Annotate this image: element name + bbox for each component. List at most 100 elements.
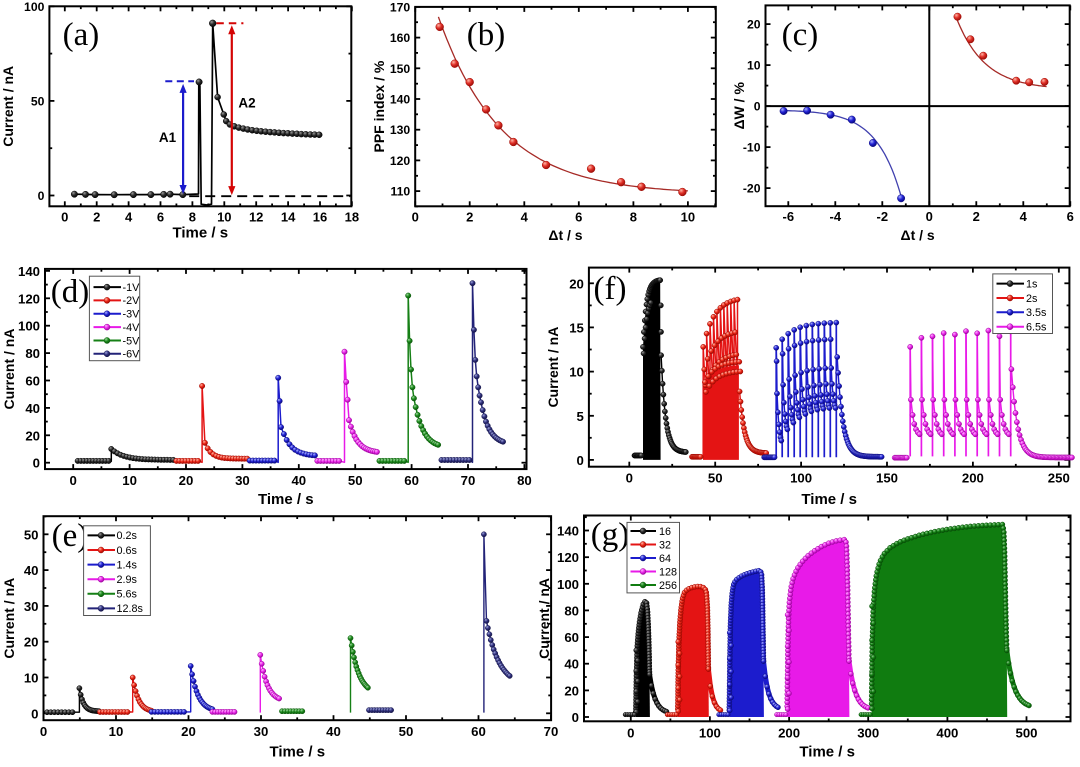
svg-text:40: 40 — [291, 473, 306, 488]
svg-text:10: 10 — [681, 209, 695, 224]
svg-text:(b): (b) — [467, 17, 505, 53]
svg-text:170: 170 — [390, 0, 411, 14]
svg-text:-6: -6 — [783, 209, 795, 224]
svg-text:0: 0 — [33, 456, 40, 471]
svg-text:100: 100 — [790, 471, 812, 486]
svg-text:Time / s: Time / s — [173, 225, 229, 242]
svg-text:120: 120 — [557, 550, 579, 565]
svg-text:16: 16 — [313, 209, 327, 224]
svg-text:6.5s: 6.5s — [1026, 322, 1047, 334]
svg-text:140: 140 — [18, 264, 40, 279]
svg-text:8: 8 — [630, 209, 637, 224]
svg-text:20: 20 — [569, 276, 584, 291]
svg-text:30: 30 — [235, 473, 250, 488]
svg-text:2: 2 — [973, 209, 980, 224]
svg-text:500: 500 — [1015, 725, 1037, 740]
svg-text:0: 0 — [627, 725, 634, 740]
svg-text:10: 10 — [122, 473, 137, 488]
svg-text:50: 50 — [31, 94, 45, 108]
svg-text:Current / nA: Current / nA — [1, 329, 17, 410]
svg-text:PPF index / %: PPF index / % — [371, 60, 387, 152]
svg-text:1s: 1s — [1026, 278, 1038, 290]
svg-text:2s: 2s — [1026, 293, 1038, 305]
svg-text:Current / nA: Current / nA — [536, 578, 552, 659]
svg-text:(g): (g) — [591, 517, 629, 553]
svg-text:2.9s: 2.9s — [117, 574, 138, 586]
svg-text:10: 10 — [217, 209, 231, 224]
svg-text:20: 20 — [747, 18, 761, 32]
svg-text:10: 10 — [569, 365, 584, 380]
svg-text:140: 140 — [390, 93, 411, 107]
svg-text:2: 2 — [466, 209, 473, 224]
svg-text:150: 150 — [876, 471, 898, 486]
svg-text:80: 80 — [517, 473, 532, 488]
svg-text:0: 0 — [412, 209, 419, 224]
svg-text:A2: A2 — [238, 96, 255, 111]
svg-text:0.2s: 0.2s — [117, 530, 138, 542]
svg-text:0: 0 — [577, 453, 584, 468]
svg-text:-6V: -6V — [123, 349, 141, 361]
svg-text:50: 50 — [348, 473, 363, 488]
svg-text:1.4s: 1.4s — [117, 559, 138, 571]
svg-text:0: 0 — [40, 724, 47, 739]
svg-text:30: 30 — [254, 724, 269, 739]
svg-text:10: 10 — [109, 724, 124, 739]
svg-text:400: 400 — [936, 725, 958, 740]
svg-text:50: 50 — [24, 527, 39, 542]
svg-text:8: 8 — [189, 209, 196, 224]
svg-text:(d): (d) — [51, 274, 89, 310]
svg-text:16: 16 — [659, 526, 671, 538]
svg-text:4: 4 — [521, 209, 529, 224]
svg-text:300: 300 — [857, 725, 879, 740]
svg-text:40: 40 — [564, 657, 579, 672]
svg-text:256: 256 — [659, 580, 677, 592]
svg-text:20: 20 — [24, 635, 39, 650]
svg-text:60: 60 — [404, 473, 419, 488]
svg-text:60: 60 — [25, 374, 40, 389]
svg-text:ΔW / %: ΔW / % — [731, 82, 747, 130]
svg-text:-20: -20 — [743, 182, 761, 196]
svg-text:20: 20 — [25, 428, 40, 443]
svg-text:5: 5 — [577, 409, 584, 424]
svg-text:130: 130 — [390, 123, 411, 137]
svg-text:200: 200 — [778, 725, 800, 740]
svg-text:70: 70 — [544, 724, 559, 739]
svg-text:20: 20 — [181, 724, 196, 739]
svg-text:0: 0 — [38, 189, 45, 203]
svg-text:80: 80 — [564, 603, 579, 618]
svg-text:15: 15 — [569, 320, 584, 335]
svg-text:10: 10 — [24, 671, 39, 686]
svg-text:-5V: -5V — [123, 335, 141, 347]
svg-text:128: 128 — [659, 566, 677, 578]
svg-text:30: 30 — [24, 599, 39, 614]
svg-text:140: 140 — [557, 524, 579, 539]
svg-text:6: 6 — [1067, 209, 1074, 224]
svg-text:Time / s: Time / s — [799, 744, 855, 761]
svg-text:(f): (f) — [594, 271, 627, 307]
svg-text:32: 32 — [659, 539, 671, 551]
svg-text:0: 0 — [61, 209, 68, 224]
svg-text:0.6s: 0.6s — [117, 545, 138, 557]
svg-text:160: 160 — [390, 31, 411, 45]
svg-text:0: 0 — [926, 209, 933, 224]
svg-text:0: 0 — [626, 471, 633, 486]
svg-text:100: 100 — [699, 725, 721, 740]
svg-text:-10: -10 — [743, 141, 761, 155]
svg-text:0: 0 — [754, 100, 761, 114]
svg-text:(c): (c) — [782, 17, 819, 53]
svg-text:6: 6 — [575, 209, 582, 224]
svg-text:Time / s: Time / s — [270, 744, 326, 761]
svg-text:(e): (e) — [52, 518, 89, 554]
svg-text:Time / s: Time / s — [801, 491, 857, 508]
svg-text:-4V: -4V — [123, 322, 141, 334]
svg-text:120: 120 — [390, 154, 411, 168]
svg-text:-1V: -1V — [123, 282, 141, 294]
svg-text:Current / nA: Current / nA — [545, 327, 561, 408]
svg-text:150: 150 — [390, 62, 411, 76]
svg-text:40: 40 — [24, 563, 39, 578]
svg-text:14: 14 — [281, 209, 296, 224]
svg-text:-2V: -2V — [123, 295, 141, 307]
svg-text:70: 70 — [461, 473, 476, 488]
svg-text:Δt / s: Δt / s — [548, 227, 582, 243]
svg-text:100: 100 — [24, 0, 45, 14]
